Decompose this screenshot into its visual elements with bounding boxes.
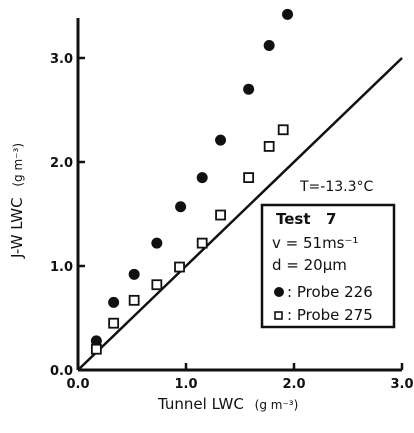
point-probe-226: [215, 134, 227, 146]
point-probe-275: [174, 261, 185, 273]
x-tick-label: 2.0: [282, 377, 305, 392]
y-tick-label: 2.0: [50, 156, 73, 171]
legend-velocity: v = 51ms⁻¹: [272, 234, 358, 252]
data-markers: [90, 8, 294, 355]
legend-diameter: d = 20µm: [272, 256, 347, 274]
point-probe-226: [243, 83, 255, 95]
point-probe-226: [108, 296, 120, 308]
x-tick-label: 0.0: [66, 377, 89, 392]
y-axis-label: J-W LWC: [8, 197, 26, 259]
y-axis-unit: (g m⁻³): [11, 143, 25, 187]
svg-text:Tunnel LWC (g m⁻³): Tunnel LWC (g m⁻³): [157, 395, 298, 413]
point-probe-226: [196, 172, 208, 184]
point-probe-226: [263, 40, 275, 52]
point-probe-226: [151, 237, 163, 249]
one-to-one-reference-line: [77, 57, 403, 371]
legend-marker-probe-226: [274, 287, 284, 297]
point-probe-275: [151, 279, 163, 291]
svg-text:J-W LWC (g m⁻³): J-W LWC (g m⁻³): [8, 143, 26, 259]
y-axis-title: J-W LWC (g m⁻³): [8, 143, 26, 259]
x-axis-title: Tunnel LWC (g m⁻³): [157, 395, 298, 413]
point-probe-275: [243, 172, 255, 184]
tick-labels: 0.0 1.0 2.0 3.0 0.0 1.0 2.0 3.0: [50, 52, 414, 392]
legend-marker-probe-275: [274, 311, 283, 320]
point-probe-275: [90, 343, 102, 355]
point-probe-226: [128, 268, 140, 280]
y-tick-label: 1.0: [50, 260, 73, 275]
point-probe-275: [263, 140, 275, 152]
legend: Test 7 v = 51ms⁻¹ d = 20µm : Probe 226 :…: [260, 203, 396, 329]
point-probe-275: [277, 124, 289, 136]
legend-box: [260, 203, 396, 329]
point-probe-226: [90, 335, 102, 347]
x-axis-label: Tunnel LWC: [157, 395, 244, 413]
legend-label-probe-226: : Probe 226: [287, 283, 373, 301]
y-tick-label: 0.0: [50, 364, 73, 379]
legend-title: Test: [276, 210, 311, 228]
x-tick-label: 3.0: [390, 377, 413, 392]
x-tick-label: 1.0: [174, 377, 197, 392]
annotation-temperature: T=-13.3°C: [299, 179, 374, 195]
point-probe-226: [282, 8, 294, 20]
plot-area: 0.0 1.0 2.0 3.0 0.0 1.0 2.0 3.0: [50, 8, 414, 392]
point-probe-275: [215, 209, 226, 221]
point-probe-275: [108, 317, 120, 329]
x-axis-unit: (g m⁻³): [255, 398, 299, 412]
y-tick-label: 3.0: [50, 52, 73, 67]
legend-test-number: 7: [326, 210, 336, 228]
point-probe-275: [196, 237, 208, 249]
legend-label-probe-275: : Probe 275: [287, 306, 373, 324]
point-probe-275: [128, 294, 140, 306]
point-probe-226: [175, 201, 187, 213]
